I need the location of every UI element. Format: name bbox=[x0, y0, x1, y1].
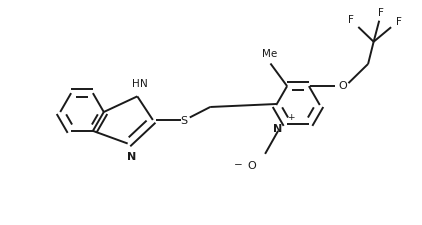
Text: F: F bbox=[378, 8, 384, 18]
Text: −: − bbox=[234, 159, 243, 169]
Text: N: N bbox=[141, 79, 148, 89]
Text: S: S bbox=[181, 115, 188, 125]
Text: N: N bbox=[273, 123, 283, 133]
Text: +: + bbox=[287, 113, 295, 122]
Text: H: H bbox=[133, 79, 140, 89]
Text: O: O bbox=[248, 160, 257, 170]
Text: Me: Me bbox=[262, 49, 277, 59]
Text: F: F bbox=[348, 15, 354, 25]
Text: F: F bbox=[396, 17, 402, 27]
Text: O: O bbox=[338, 81, 347, 91]
Text: N: N bbox=[127, 151, 136, 161]
